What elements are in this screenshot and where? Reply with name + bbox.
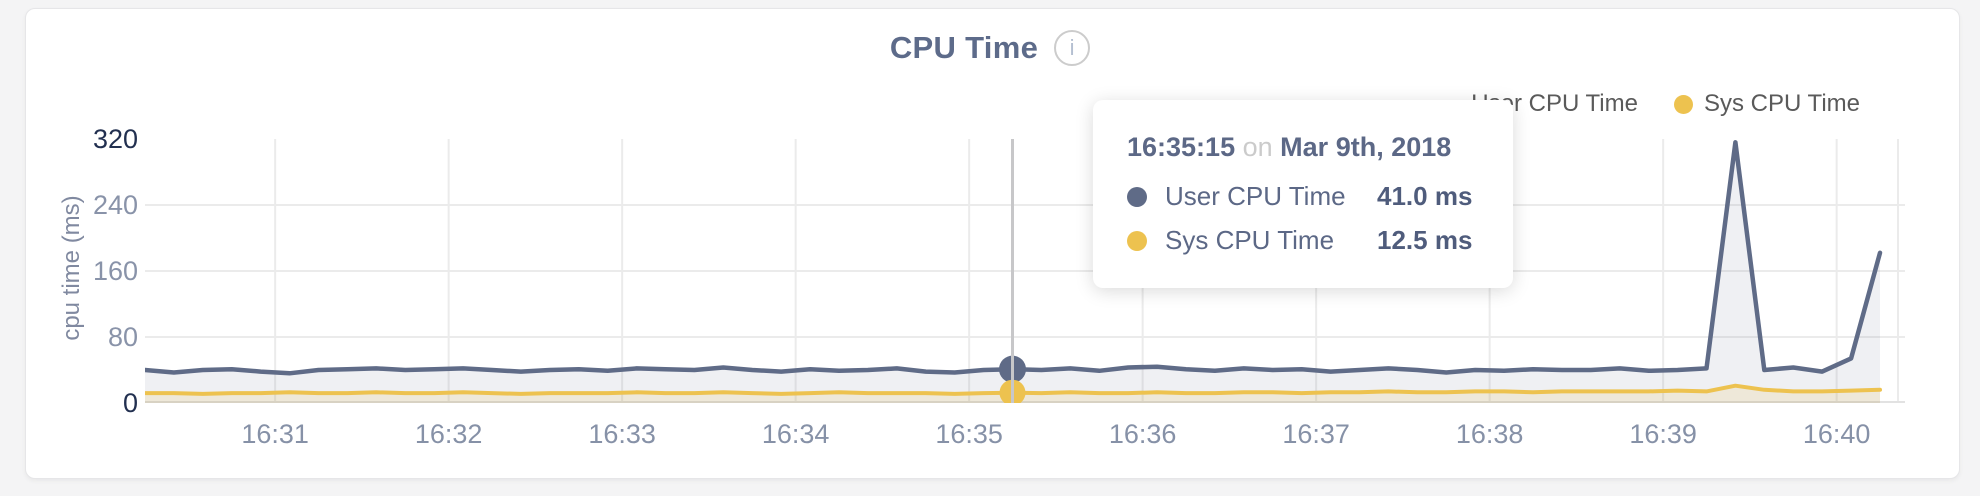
x-tick-label: 16:34 bbox=[761, 419, 830, 449]
cpu-time-chart-card bbox=[25, 8, 1960, 479]
y-tick-80: 80 bbox=[107, 322, 138, 352]
x-axis-ticks: 16:31 16:32 16:33 16:34 16:35 16:36 16:37 16:38… bbox=[0, 419, 1980, 453]
tooltip-header: 16:35:15 on Mar 9th, 2018 bbox=[1127, 132, 1479, 163]
tooltip-connector: on bbox=[1242, 132, 1273, 162]
tooltip-row-sys: Sys CPU Time 12.5 ms bbox=[1127, 225, 1479, 256]
tooltip-value-user: 41.0 ms bbox=[1377, 181, 1473, 211]
x-tick-label: 16:36 bbox=[1108, 419, 1177, 449]
tooltip-dot-user-icon bbox=[1127, 186, 1147, 207]
tooltip-value-sys: 12.5 ms bbox=[1377, 225, 1473, 255]
chart-header: CPU Time i bbox=[0, 30, 1980, 66]
legend-item-sys-cpu-time[interactable]: Sys CPU Time bbox=[1673, 90, 1860, 118]
x-tick-label: 16:33 bbox=[588, 419, 656, 449]
chart-title: CPU Time bbox=[889, 30, 1039, 65]
legend-dot-sys-icon bbox=[1673, 94, 1693, 114]
x-tick-label: 16:31 bbox=[241, 419, 309, 449]
legend-label-sys: Sys CPU Time bbox=[1703, 90, 1860, 117]
y-tick-320: 320 bbox=[92, 124, 138, 154]
tooltip-time: 16:35:15 bbox=[1127, 132, 1236, 162]
x-tick-label: 16:40 bbox=[1802, 419, 1871, 449]
hover-tooltip: 16:35:15 on Mar 9th, 2018 User CPU Time … bbox=[1093, 100, 1513, 288]
x-tick-label: 16:38 bbox=[1455, 419, 1524, 449]
x-tick-label: 16:39 bbox=[1629, 419, 1697, 449]
x-tick-label: 16:37 bbox=[1282, 419, 1350, 449]
user-area-fill bbox=[145, 142, 1880, 403]
x-tick-label: 16:32 bbox=[414, 419, 483, 449]
tooltip-row-user: User CPU Time 41.0 ms bbox=[1127, 181, 1479, 212]
info-icon-glyph: i bbox=[1069, 35, 1075, 60]
y-tick-0: 0 bbox=[122, 388, 138, 418]
y-tick-160: 160 bbox=[92, 256, 138, 286]
plot-area[interactable] bbox=[145, 105, 1905, 403]
info-icon[interactable]: i bbox=[1054, 30, 1091, 66]
y-tick-240: 240 bbox=[92, 190, 138, 220]
x-tick-label: 16:35 bbox=[935, 419, 1003, 449]
tooltip-label-user: User CPU Time bbox=[1165, 181, 1346, 211]
tooltip-label-sys: Sys CPU Time bbox=[1165, 225, 1335, 255]
tooltip-dot-sys-icon bbox=[1127, 230, 1147, 251]
tooltip-date: Mar 9th, 2018 bbox=[1280, 132, 1452, 162]
